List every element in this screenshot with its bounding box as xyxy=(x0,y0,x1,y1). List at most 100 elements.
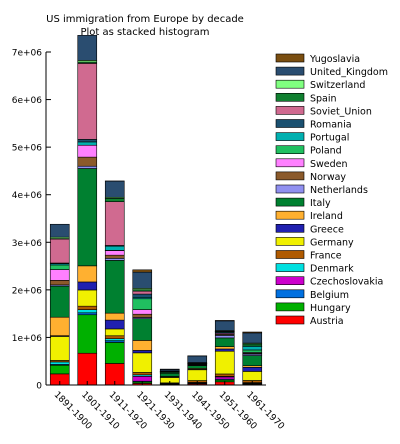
bar-segment-germany xyxy=(215,351,234,374)
bar-segment-soviet-union xyxy=(133,291,152,294)
bar-segment-spain xyxy=(243,344,262,346)
x-axis: 1891-19001901-19101911-19201921-19301931… xyxy=(46,381,286,432)
y-tick-label: 6e+06 xyxy=(12,96,43,106)
legend-swatch xyxy=(276,93,304,101)
chart-title: US immigration from Europe by decade xyxy=(46,14,244,25)
y-tick-label: 1e+06 xyxy=(12,334,43,344)
bar-segment-greece xyxy=(105,320,124,329)
bar-segment-romania xyxy=(78,139,97,142)
bar-segment-ireland xyxy=(78,266,97,282)
legend-swatch xyxy=(276,80,304,88)
bar-segment-ireland xyxy=(215,347,234,349)
bar-segment-netherlands xyxy=(105,258,124,260)
legend-label: France xyxy=(310,251,342,262)
bar-segment-poland xyxy=(133,299,152,310)
bar-segment-germany xyxy=(133,353,152,373)
bar-segment-soviet-union xyxy=(105,202,124,246)
bar-segment-hungary xyxy=(78,315,97,353)
bar-segment-italy xyxy=(188,366,207,369)
bar-segment-norway xyxy=(105,255,124,258)
bar-segment-greece xyxy=(133,350,152,352)
bar-segment-united-kingdom xyxy=(133,272,152,288)
chart-subtitle: Plot as stacked histogram xyxy=(80,27,209,38)
bar-segment-austria xyxy=(78,353,97,385)
legend-label: Soviet_Union xyxy=(310,106,372,117)
bar-segment-italy xyxy=(243,356,262,366)
bar-segment-czechoslovakia xyxy=(215,377,234,379)
bar-segment-italy xyxy=(215,338,234,347)
bar-segment-yugoslavia xyxy=(243,332,262,333)
bar-segment-denmark xyxy=(78,310,97,313)
legend-label: Netherlands xyxy=(310,185,368,196)
legend-swatch xyxy=(276,159,304,167)
bar-segment-poland xyxy=(50,265,69,270)
legend-swatch xyxy=(276,211,304,219)
bar-segment-germany xyxy=(105,329,124,336)
bar-segment-france xyxy=(133,372,152,374)
bar-segment-germany xyxy=(78,290,97,306)
bar-segment-netherlands xyxy=(78,166,97,168)
bar-segment-italy xyxy=(50,286,69,317)
legend-swatch xyxy=(276,290,304,298)
bar-segment-sweden xyxy=(50,270,69,281)
legend-swatch xyxy=(276,277,304,285)
legend: YugoslaviaUnited_KingdomSwitzerlandSpain… xyxy=(276,54,388,327)
legend-swatch xyxy=(276,67,304,75)
legend-swatch xyxy=(276,198,304,206)
legend-swatch xyxy=(276,264,304,272)
legend-swatch xyxy=(276,106,304,114)
bar-segment-italy xyxy=(78,169,97,266)
bar-segment-portugal xyxy=(105,246,124,250)
bar-segment-sweden xyxy=(133,310,152,315)
bar-segment-united-kingdom xyxy=(215,321,234,331)
bar-segment-denmark xyxy=(50,362,69,364)
bar-segment-greece xyxy=(78,282,97,290)
legend-swatch xyxy=(276,120,304,128)
bar-segment-germany xyxy=(50,336,69,360)
legend-swatch xyxy=(276,224,304,232)
bar-segment-ireland xyxy=(105,313,124,320)
legend-label: Italy xyxy=(310,198,331,209)
bar-segment-united-kingdom xyxy=(105,181,124,197)
y-tick-label: 0 xyxy=(36,382,42,392)
legend-label: Austria xyxy=(310,316,344,327)
legend-swatch xyxy=(276,54,304,62)
legend-swatch xyxy=(276,172,304,180)
legend-label: United_Kingdom xyxy=(310,67,388,78)
bar-segment-romania xyxy=(133,294,152,297)
bar-segment-portugal xyxy=(78,142,97,145)
y-tick-label: 3e+06 xyxy=(12,239,43,249)
bar-segment-germany xyxy=(188,370,207,381)
bar-segment-soviet-union xyxy=(50,239,69,263)
legend-swatch xyxy=(276,237,304,245)
legend-label: Czechoslovakia xyxy=(310,277,383,288)
legend-label: Ireland xyxy=(310,211,343,222)
bar-segment-united-kingdom xyxy=(50,224,69,237)
legend-label: Poland xyxy=(310,146,342,157)
bar-segment-sweden xyxy=(105,251,124,256)
legend-label: Belgium xyxy=(310,290,349,301)
legend-swatch xyxy=(276,185,304,193)
y-tick-label: 5e+06 xyxy=(12,144,43,154)
bar-segment-france xyxy=(105,336,124,339)
bar-segment-ireland xyxy=(133,340,152,350)
legend-label: Portugal xyxy=(310,133,349,144)
bar-segment-hungary xyxy=(105,342,124,363)
bar-segment-norway xyxy=(133,314,152,317)
bar-segment-italy xyxy=(105,260,124,313)
bar-segment-italy xyxy=(160,373,179,376)
bar-segment-france xyxy=(78,306,97,309)
legend-label: Yugoslavia xyxy=(309,54,360,65)
bar-segment-portugal xyxy=(243,346,262,350)
legend-label: Switzerland xyxy=(310,80,365,91)
bar-segment-spain xyxy=(105,198,124,201)
bar-segment-norway xyxy=(50,280,69,285)
legend-swatch xyxy=(276,303,304,311)
bar-segment-yugoslavia xyxy=(133,270,152,272)
bar-segment-united-kingdom xyxy=(78,35,97,60)
bar-segment-united-kingdom xyxy=(188,356,207,363)
bar-segment-poland xyxy=(243,350,262,353)
